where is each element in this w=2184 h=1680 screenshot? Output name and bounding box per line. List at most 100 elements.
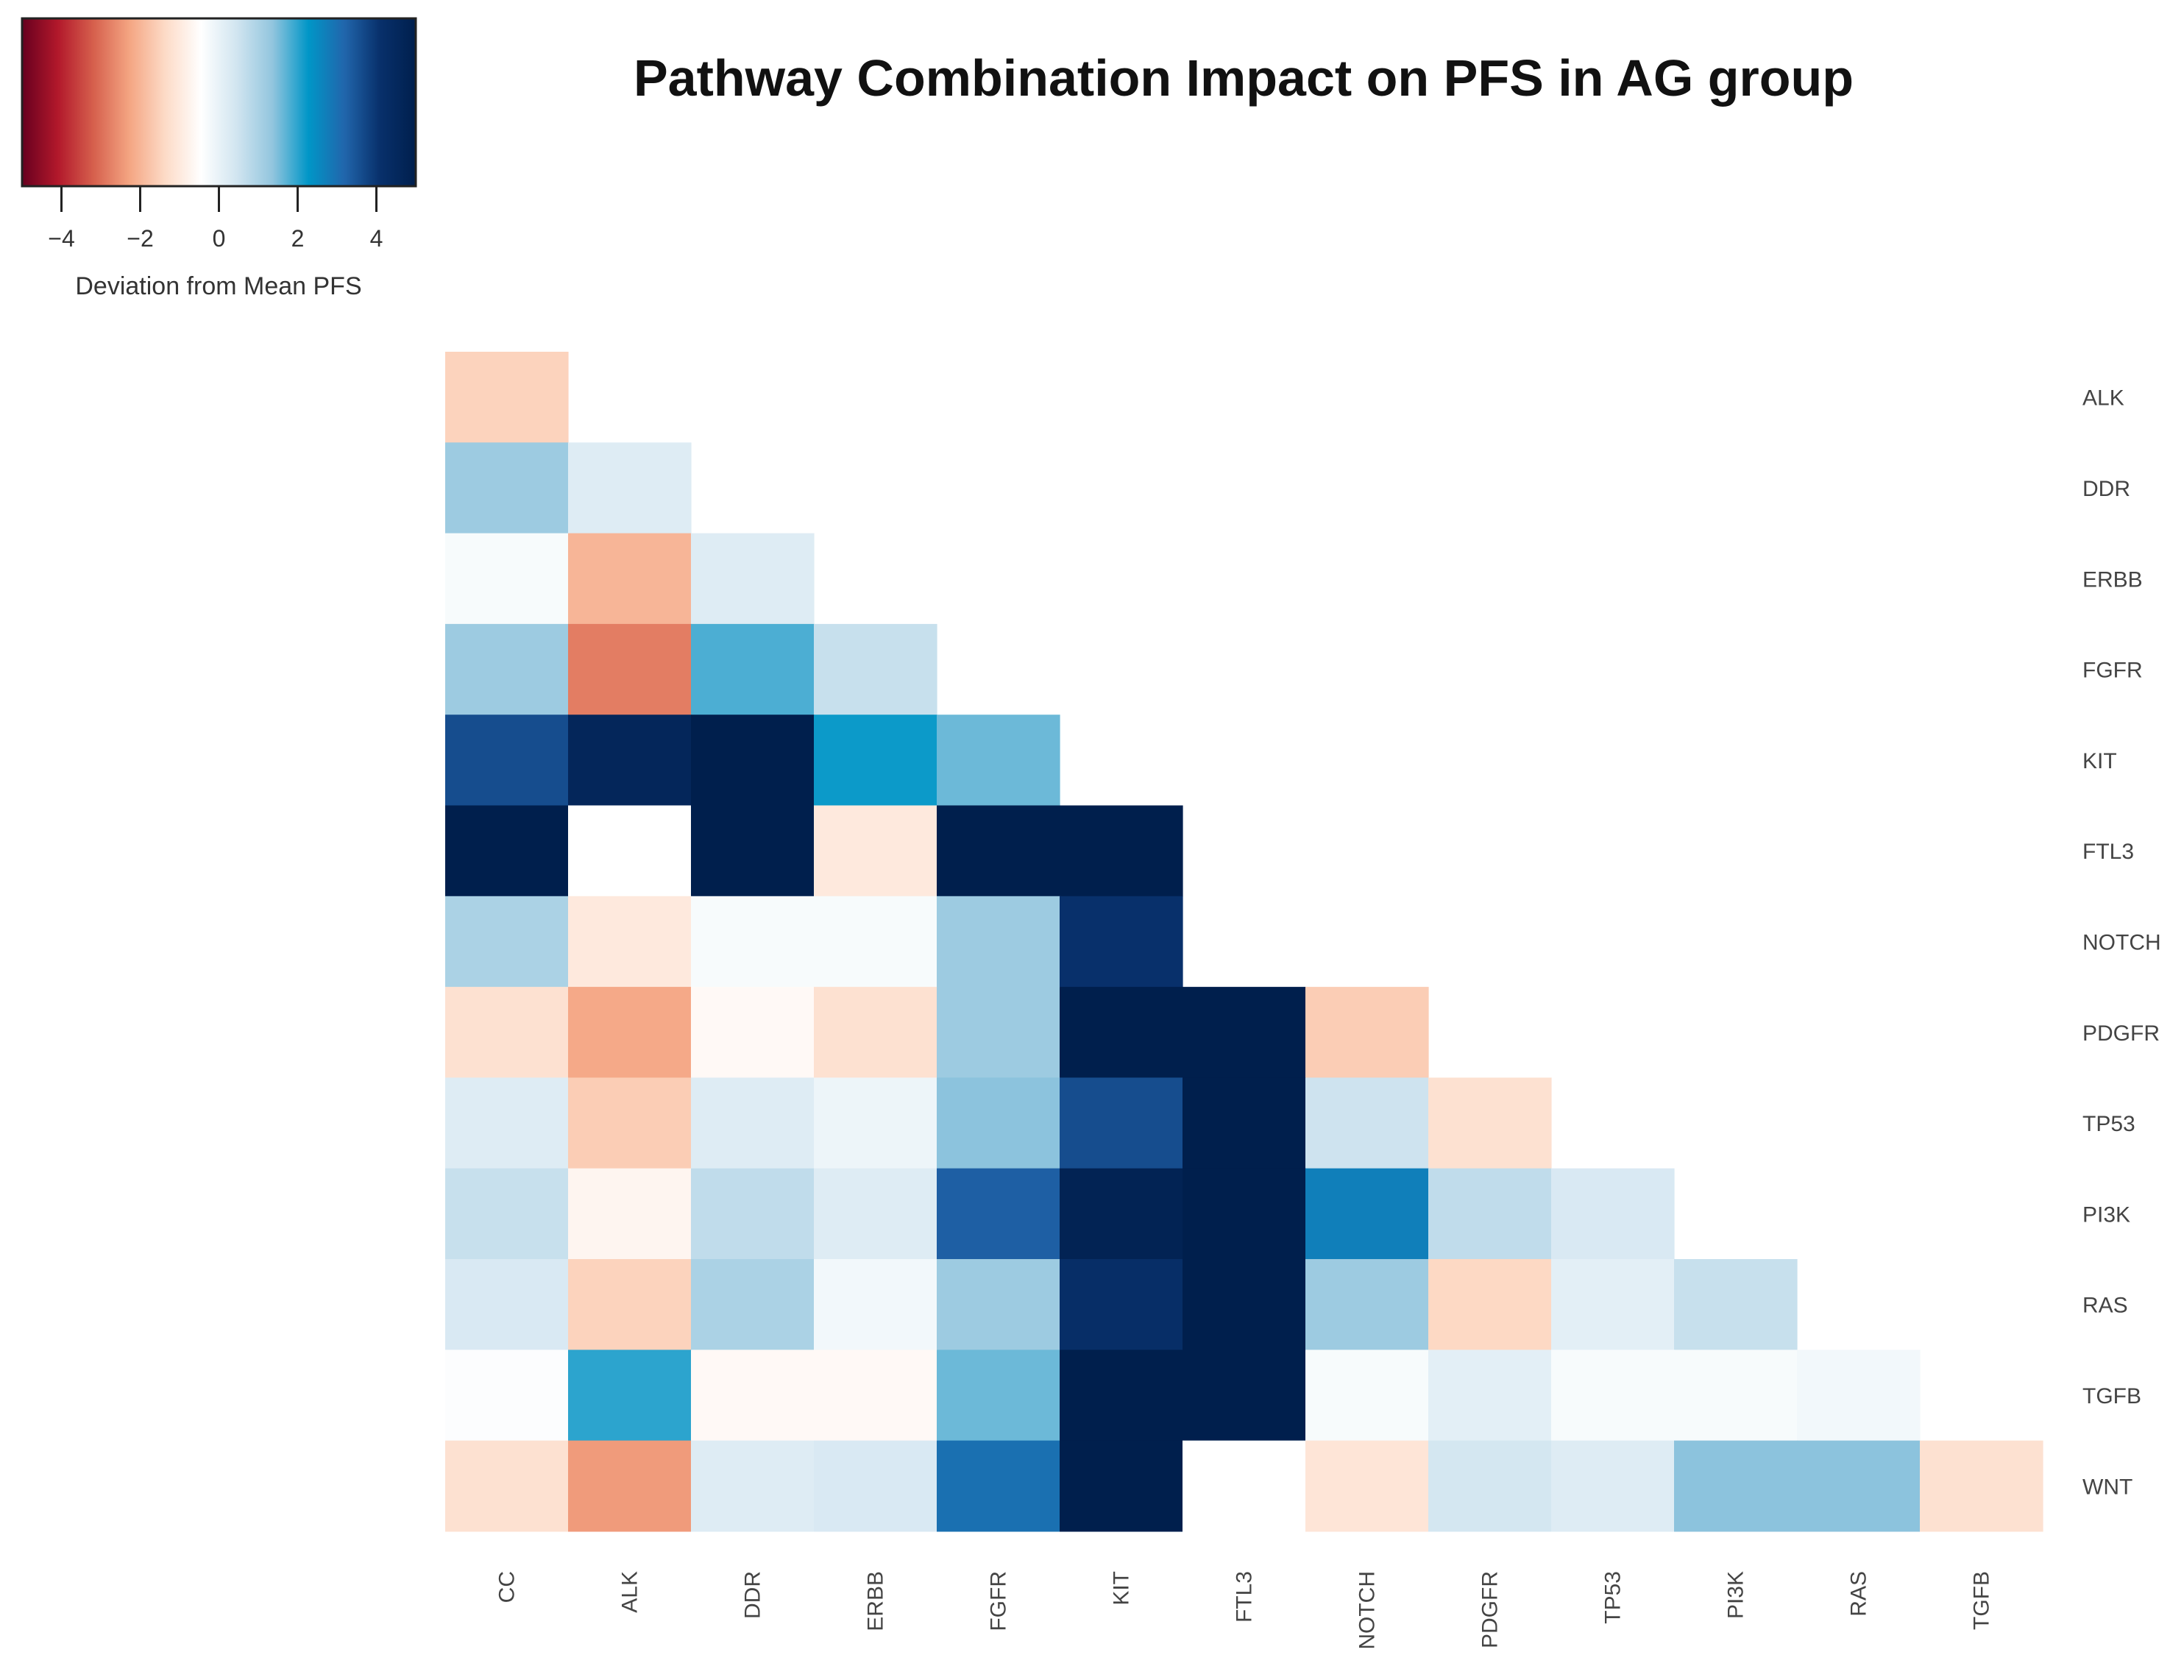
heatmap-cell-tgfb-pdgfr <box>1428 1350 1552 1442</box>
colorbar-title: Deviation from Mean PFS <box>75 272 361 300</box>
heatmap-cell-pdgfr-notch <box>1305 987 1429 1078</box>
heatmap-cell-pdgfr-fgfr <box>937 987 1060 1078</box>
heatmap-cell-tgfb-pi3k <box>1674 1350 1798 1442</box>
heatmap-cell-ras-erbb <box>814 1259 937 1350</box>
column-label-ftl3: FTL3 <box>1233 1571 1257 1623</box>
heatmap-cell-ftl3-kit <box>1060 805 1183 897</box>
heatmap-cell-tp53-ddr <box>691 1077 815 1169</box>
heatmap-cell-pdgfr-ftl3 <box>1183 987 1306 1078</box>
heatmap-cell-ras-ftl3 <box>1183 1259 1306 1350</box>
heatmap-cell-fgfr-alk <box>568 623 692 715</box>
heatmap-cell-notch-cc <box>445 896 569 988</box>
heatmap-cell-pi3k-ftl3 <box>1183 1168 1306 1260</box>
chart-title: Pathway Combination Impact on PFS in AG … <box>634 49 1854 107</box>
heatmap-cell-tgfb-ddr <box>691 1350 815 1442</box>
heatmap-cell-pdgfr-kit <box>1060 987 1183 1078</box>
heatmap-cell-ras-notch <box>1305 1259 1429 1350</box>
heatmap-cell-tp53-pdgfr <box>1428 1077 1552 1169</box>
heatmap-cell-ftl3-cc <box>445 805 569 897</box>
heatmap-cell-tgfb-erbb <box>814 1350 937 1442</box>
heatmap-cell-kit-alk <box>568 715 692 807</box>
heatmap-cell-ras-cc <box>445 1259 569 1350</box>
column-label-kit: KIT <box>1110 1571 1134 1606</box>
row-label-tp53: TP53 <box>2082 1112 2135 1136</box>
colorbar <box>21 17 417 188</box>
heatmap-cell-tgfb-kit <box>1060 1350 1183 1442</box>
heatmap-cell-ftl3-erbb <box>814 805 937 897</box>
column-label-tgfb: TGFB <box>1970 1571 1994 1630</box>
heatmap-cell-wnt-alk <box>568 1440 692 1532</box>
heatmap-cell-pi3k-cc <box>445 1168 569 1260</box>
heatmap-cell-notch-kit <box>1060 896 1183 988</box>
heatmap-cell-wnt-pdgfr <box>1428 1440 1552 1532</box>
column-label-pi3k: PI3K <box>1724 1571 1748 1619</box>
heatmap-cell-wnt-notch <box>1305 1440 1429 1532</box>
heatmap-cell-ftl3-ddr <box>691 805 815 897</box>
row-label-kit: KIT <box>2082 749 2117 773</box>
heatmap-cell-alk-cc <box>445 352 569 443</box>
column-label-alk: ALK <box>618 1571 642 1613</box>
heatmap-cell-tgfb-alk <box>568 1350 692 1442</box>
heatmap-cell-wnt-cc <box>445 1440 569 1532</box>
column-label-ras: RAS <box>1847 1571 1871 1617</box>
heatmap-cell-tp53-fgfr <box>937 1077 1060 1169</box>
column-label-erbb: ERBB <box>864 1571 888 1631</box>
heatmap-cell-pi3k-fgfr <box>937 1168 1060 1260</box>
heatmap-cell-fgfr-ddr <box>691 623 815 715</box>
row-label-alk: ALK <box>2082 386 2124 411</box>
heatmap-cell-notch-erbb <box>814 896 937 988</box>
heatmap-cell-notch-ddr <box>691 896 815 988</box>
heatmap-cell-pdgfr-cc <box>445 987 569 1078</box>
heatmap-cell-wnt-ddr <box>691 1440 815 1532</box>
row-label-ddr: DDR <box>2082 477 2130 501</box>
column-label-notch: NOTCH <box>1355 1571 1380 1650</box>
row-label-fgfr: FGFR <box>2082 659 2143 683</box>
row-label-tgfb: TGFB <box>2082 1384 2141 1408</box>
heatmap-cell-tp53-erbb <box>814 1077 937 1169</box>
row-label-pdgfr: PDGFR <box>2082 1021 2160 1046</box>
heatmap-cell-pdgfr-ddr <box>691 987 815 1078</box>
heatmap-cell-pi3k-alk <box>568 1168 692 1260</box>
colorbar-ticks: −4 −2 0 2 4 <box>48 186 383 252</box>
heatmap-cell-wnt-ftl3 <box>1183 1440 1306 1532</box>
heatmap-cell-notch-fgfr <box>937 896 1060 988</box>
heatmap-cell-tp53-cc <box>445 1077 569 1169</box>
heatmap-cell-ras-tp53 <box>1551 1259 1675 1350</box>
heatmap-cell-tgfb-ftl3 <box>1183 1350 1306 1442</box>
heatmap-cell-tp53-kit <box>1060 1077 1183 1169</box>
heatmap-cell-ras-alk <box>568 1259 692 1350</box>
column-label-fgfr: FGFR <box>987 1571 1011 1631</box>
heatmap-cell-tp53-ftl3 <box>1183 1077 1306 1169</box>
column-label-pdgfr: PDGFR <box>1478 1571 1503 1648</box>
heatmap-cell-ras-ddr <box>691 1259 815 1350</box>
row-label-ftl3: FTL3 <box>2082 840 2134 864</box>
heatmap-cell-pdgfr-erbb <box>814 987 937 1078</box>
heatmap-cell-ras-kit <box>1060 1259 1183 1350</box>
heatmap-cell-fgfr-erbb <box>814 623 937 715</box>
heatmap-cell-tgfb-notch <box>1305 1350 1429 1442</box>
row-label-pi3k: PI3K <box>2082 1202 2130 1227</box>
heatmap-cell-wnt-tgfb <box>1920 1440 2043 1532</box>
heatmap-cell-kit-cc <box>445 715 569 807</box>
heatmap-cell-ras-pi3k <box>1674 1259 1798 1350</box>
heatmap-cell-pi3k-ddr <box>691 1168 815 1260</box>
heatmap-cell-wnt-kit <box>1060 1440 1183 1532</box>
colorbar-tick-label: −4 <box>48 225 74 252</box>
colorbar-tick-label: 2 <box>291 225 305 252</box>
heatmap-cell-ftl3-alk <box>568 805 692 897</box>
heatmap-cell-ddr-cc <box>445 442 569 534</box>
heatmap-cell-tp53-notch <box>1305 1077 1429 1169</box>
row-label-wnt: WNT <box>2082 1475 2132 1499</box>
heatmap-cell-tgfb-ras <box>1797 1350 1921 1442</box>
heatmap-cell-wnt-tp53 <box>1551 1440 1675 1532</box>
heatmap-cell-wnt-erbb <box>814 1440 937 1532</box>
heatmap-cell-ddr-alk <box>568 442 692 534</box>
row-label-notch: NOTCH <box>2082 930 2161 954</box>
heatmap-cell-tgfb-tp53 <box>1551 1350 1675 1442</box>
heatmap-cell-pi3k-erbb <box>814 1168 937 1260</box>
heatmap-cell-wnt-fgfr <box>937 1440 1060 1532</box>
heatmap-cell-pi3k-notch <box>1305 1168 1429 1260</box>
colorbar-tick-label: 4 <box>370 225 383 252</box>
heatmap-cell-ras-fgfr <box>937 1259 1060 1350</box>
